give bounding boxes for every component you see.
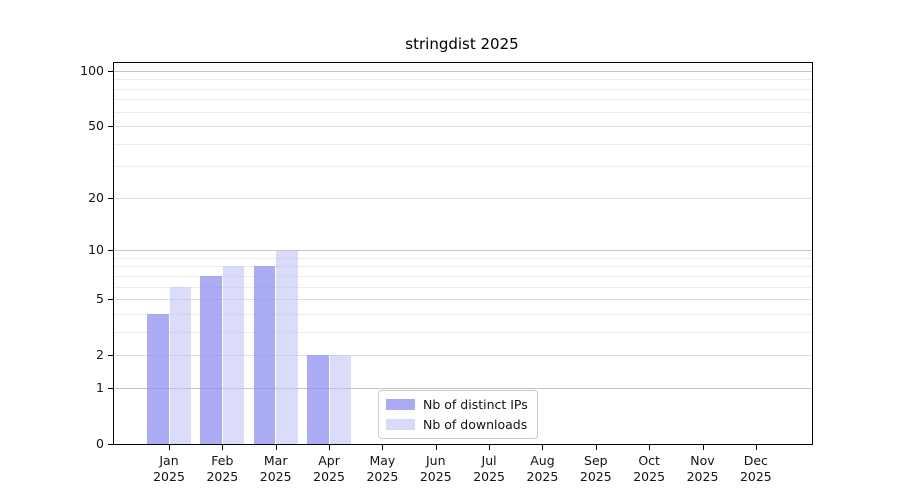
x-tick-mark-feb (222, 445, 224, 450)
chart-title: stringdist 2025 (405, 35, 519, 53)
x-tick-label-feb: Feb 2025 (206, 453, 239, 484)
legend-label-downloads: Nb of downloads (423, 417, 528, 432)
x-tick-label-jan: Jan 2025 (153, 453, 185, 484)
x-tick-mark-nov (702, 445, 704, 450)
legend: Nb of distinct IPs Nb of downloads (378, 390, 538, 439)
x-tick-label-aug: Aug 2025 (526, 453, 559, 484)
x-tick-label-jul: Jul 2025 (473, 453, 505, 484)
x-tick-mark-may (382, 445, 384, 450)
gridline-y-10 (114, 250, 812, 252)
gridline-y-80 (114, 88, 812, 90)
y-tick-label-5: 5 (96, 291, 104, 307)
y-tick-mark-0 (108, 444, 113, 445)
gridline-y-100 (114, 71, 812, 72)
gridline-y-5 (114, 299, 812, 301)
legend-entry-distinct-ips: Nb of distinct IPs (386, 397, 528, 412)
gridline-y-60 (114, 111, 812, 113)
x-tick-label-jun: Jun 2025 (419, 453, 452, 484)
y-tick-mark-20 (108, 197, 113, 199)
gridline-y-90 (114, 79, 812, 81)
gridline-y-4 (114, 313, 812, 315)
bar-downloads-jan (169, 286, 191, 444)
x-tick-mark-jun (435, 445, 437, 450)
x-tick-mark-oct (649, 445, 651, 450)
gridline-y-7 (114, 275, 812, 277)
bar-downloads-mar (276, 250, 298, 444)
y-tick-label-0: 0 (96, 436, 104, 451)
y-tick-mark-2 (108, 355, 113, 357)
bar-distinct-ips-apr (307, 355, 329, 444)
x-tick-label-nov: Nov 2025 (686, 453, 719, 484)
x-tick-mark-aug (542, 445, 544, 450)
plot-area (113, 62, 813, 445)
bar-downloads-apr (329, 355, 352, 444)
y-tick-label-2: 2 (96, 347, 104, 363)
y-tick-label-50: 50 (88, 118, 104, 134)
gridline-y-2 (114, 355, 812, 357)
bar-distinct-ips-jan (147, 313, 169, 444)
gridline-y-3 (114, 331, 812, 333)
x-tick-mark-jul (489, 445, 491, 450)
x-tick-mark-jan (169, 445, 170, 450)
gridline-y-30 (114, 166, 812, 168)
gridline-y-6 (114, 286, 812, 288)
legend-entry-downloads: Nb of downloads (386, 417, 528, 432)
y-tick-label-10: 10 (88, 242, 104, 258)
gridline-y-50 (114, 126, 812, 128)
x-tick-label-may: May 2025 (366, 453, 399, 484)
legend-swatch-distinct-ips (386, 399, 415, 410)
y-tick-label-20: 20 (88, 189, 104, 205)
x-tick-label-mar: Mar 2025 (259, 453, 292, 484)
y-tick-mark-100 (108, 71, 113, 72)
gridline-y-20 (114, 197, 812, 199)
y-tick-mark-50 (108, 126, 113, 128)
gridline-y-40 (114, 143, 812, 145)
bar-distinct-ips-mar (253, 266, 276, 444)
gridline-y-70 (114, 99, 812, 101)
x-tick-label-apr: Apr 2025 (313, 453, 345, 484)
legend-swatch-downloads (386, 419, 415, 430)
bar-distinct-ips-feb (200, 275, 222, 444)
x-tick-label-oct: Oct 2025 (633, 453, 666, 484)
y-tick-mark-10 (108, 250, 113, 252)
y-tick-label-1: 1 (96, 379, 104, 395)
gridline-y-9 (114, 257, 812, 259)
x-tick-mark-mar (275, 445, 277, 450)
x-tick-mark-sep (595, 445, 597, 450)
x-tick-label-sep: Sep 2025 (579, 453, 612, 484)
y-tick-mark-1 (108, 387, 113, 389)
y-tick-mark-5 (108, 299, 113, 301)
y-tick-label-100: 100 (80, 63, 104, 78)
bar-downloads-feb (222, 266, 245, 444)
x-tick-mark-apr (329, 445, 331, 450)
legend-label-distinct-ips: Nb of distinct IPs (423, 397, 528, 412)
gridline-y-1 (114, 387, 812, 389)
x-tick-mark-dec (755, 445, 757, 450)
gridline-y-8 (114, 266, 812, 268)
x-tick-label-dec: Dec 2025 (739, 453, 772, 484)
